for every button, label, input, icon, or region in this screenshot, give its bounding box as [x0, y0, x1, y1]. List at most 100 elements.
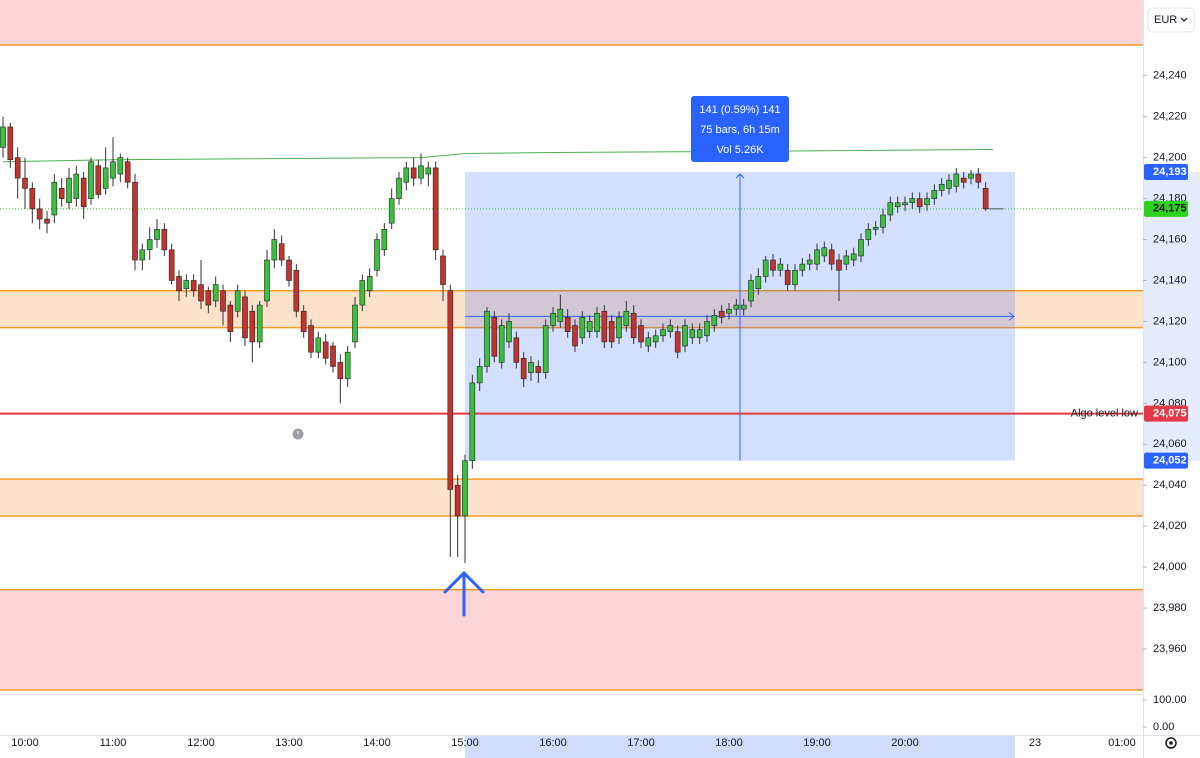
candle-body — [88, 161, 94, 199]
candle-body — [29, 188, 36, 210]
candle-body — [227, 304, 234, 332]
candle-body — [909, 198, 916, 204]
y-tick-label: 24,200 — [1153, 152, 1187, 164]
candle-body — [154, 229, 160, 240]
last-price-badge — [1144, 200, 1188, 217]
x-tick-label: 01:00 — [1108, 737, 1136, 749]
candle-body — [704, 321, 710, 337]
zone — [0, 589, 1143, 690]
candle-body — [726, 308, 732, 314]
time-axis-panel — [0, 735, 1200, 758]
settings-gear-center — [1169, 741, 1173, 745]
candle-body — [176, 276, 182, 292]
candle-body — [117, 157, 124, 175]
measure-high-badge — [1144, 163, 1188, 180]
candle-body — [454, 484, 461, 517]
candle-body — [139, 249, 146, 261]
candle-body — [300, 310, 307, 332]
candle-body — [249, 310, 256, 343]
candle-body — [733, 304, 740, 310]
time-range-highlight — [465, 736, 1015, 758]
candle-body — [234, 290, 241, 312]
candle-body — [550, 312, 556, 326]
candle-body — [498, 325, 505, 363]
currency-button-frame[interactable] — [1147, 7, 1195, 33]
measure-info-box — [691, 95, 789, 162]
candle-body — [506, 321, 512, 343]
candle-body — [66, 177, 72, 204]
candle-body — [256, 304, 263, 343]
candle-body — [51, 181, 58, 216]
candle-body — [58, 188, 65, 199]
candle-body — [982, 188, 989, 210]
x-tick-label: 20:00 — [891, 737, 919, 749]
candle-body — [80, 177, 87, 208]
candle-body — [887, 202, 894, 216]
candle-body — [315, 337, 322, 353]
candle-body — [344, 351, 351, 380]
settings-button[interactable] — [1165, 737, 1177, 749]
candle-body — [748, 280, 754, 302]
candle-body — [740, 304, 747, 310]
candle-body — [396, 177, 402, 199]
candle-body — [968, 173, 974, 179]
candle-body — [462, 460, 468, 517]
candle-body — [916, 198, 923, 208]
candle-body — [44, 218, 50, 224]
candle-body — [14, 157, 21, 179]
candle-body — [440, 255, 446, 285]
candle-body — [924, 198, 930, 206]
candle-body — [447, 290, 454, 490]
y-tick-label: 24,220 — [1153, 111, 1187, 123]
candle-body — [689, 329, 696, 339]
zone — [0, 479, 1143, 516]
candle-body — [975, 173, 982, 183]
x-tick-label: 23 — [1029, 737, 1041, 749]
candle-body — [132, 181, 138, 261]
zone — [0, 290, 1143, 328]
candle-body — [616, 317, 622, 339]
y-tick-label: 24,240 — [1153, 70, 1187, 82]
x-tick-label: 15:00 — [451, 737, 479, 749]
candle-body — [872, 226, 879, 230]
zone — [0, 0, 1143, 46]
candle-body — [410, 167, 417, 179]
candle-body — [22, 177, 28, 189]
candle-body — [73, 173, 80, 199]
candle-body — [220, 290, 226, 312]
settings-gear[interactable] — [1165, 737, 1177, 749]
candle-body — [337, 362, 344, 380]
candle-body — [293, 269, 300, 312]
candle-body — [960, 177, 967, 183]
candle-body — [366, 276, 373, 292]
y-tick-label: 24,000 — [1153, 561, 1187, 573]
entry-arrow-head — [443, 570, 485, 594]
y-tick-label: 24,040 — [1153, 479, 1187, 491]
x-tick-label: 11:00 — [100, 737, 127, 749]
candle-body — [806, 259, 813, 265]
candle-body — [630, 312, 637, 339]
y-tick-label: 24,020 — [1153, 520, 1187, 532]
candle-body — [850, 253, 857, 261]
measure-low-badge-label: 24,052 — [1153, 455, 1187, 467]
y-tick-label: 24,100 — [1153, 356, 1187, 368]
candle-body — [880, 214, 886, 228]
candle-body — [667, 325, 674, 332]
candle-body — [608, 321, 615, 343]
candle-body — [821, 247, 828, 257]
candle-body — [799, 263, 806, 271]
measure-info-text: Vol 5.26K — [716, 144, 764, 156]
candle-body — [586, 321, 593, 332]
last-price-badge-label: 24,175 — [1153, 203, 1187, 215]
candle-body — [359, 280, 366, 306]
candle-body — [718, 310, 725, 318]
currency-button[interactable]: EUR — [1147, 7, 1195, 33]
volume-tick-label: 0.00 — [1153, 721, 1174, 733]
volume-tick-label: 100.00 — [1153, 694, 1187, 706]
candle-body — [931, 190, 938, 199]
candle-body — [476, 366, 483, 384]
currency-label[interactable]: EUR — [1154, 14, 1177, 26]
x-tick-label: 19:00 — [803, 737, 831, 749]
